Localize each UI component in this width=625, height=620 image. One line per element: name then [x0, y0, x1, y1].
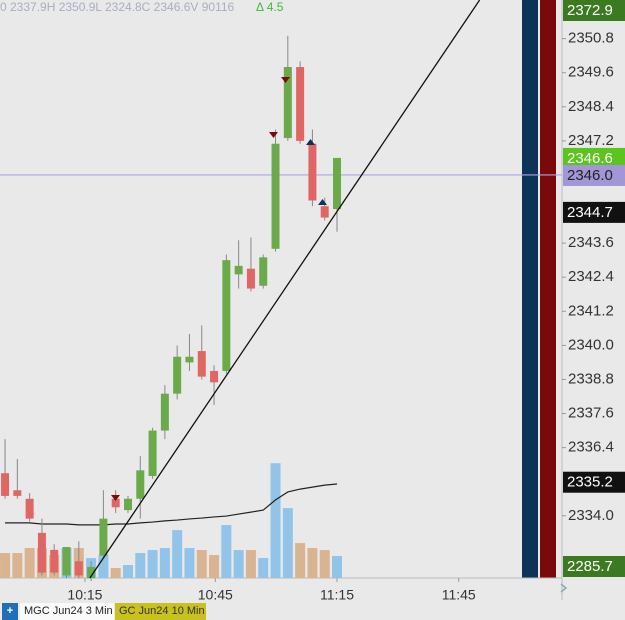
candle-body: [308, 143, 317, 201]
candle-body: [111, 498, 120, 508]
volume-bar: [319, 550, 330, 578]
candle-body: [74, 561, 83, 576]
ohlc-header: 0 2337.9H 2350.9L 2324.8C 2346.6V 90116: [0, 0, 235, 14]
y-tick-label: 2350.8: [568, 30, 614, 47]
volume-bar: [122, 565, 133, 578]
chart: 0 2337.9H 2350.9L 2324.8C 2346.6V 90116 …: [0, 0, 625, 603]
sell-marker: [281, 77, 290, 83]
y-tick-label: 2343.6: [568, 234, 614, 251]
x-tick-label: 11:45: [442, 587, 476, 602]
buy-marker: [306, 139, 315, 145]
volume-bar: [0, 553, 11, 578]
volume-bar: [295, 543, 306, 578]
price-label: 2344.7: [567, 204, 613, 221]
candle-body: [234, 265, 243, 275]
volume-bar: [332, 556, 343, 578]
price-label-box: [563, 201, 625, 223]
trendline: [89, 0, 481, 579]
volume-bar: [147, 550, 158, 578]
price-label-box: [563, 0, 625, 21]
candle-body: [1, 473, 10, 496]
candle-body: [333, 157, 342, 210]
indicator-band: [540, 0, 556, 578]
price-label: 2285.7: [567, 558, 613, 575]
candle-body: [13, 490, 22, 496]
candle-body: [246, 268, 255, 289]
price-label-box: [563, 471, 625, 493]
volume-bar: [233, 550, 244, 578]
sell-marker: [111, 495, 120, 501]
candle-body: [160, 393, 169, 431]
y-tick-label: 2338.8: [568, 370, 614, 387]
price-label: 2335.2: [567, 474, 613, 491]
candle-body: [185, 356, 194, 363]
candle-body: [50, 549, 59, 573]
volume-bar: [135, 553, 146, 578]
y-tick-label: 2349.6: [568, 64, 614, 81]
candle-body: [148, 430, 157, 477]
volume-bar: [245, 550, 256, 578]
volume-bar: [172, 530, 183, 578]
change: Δ 4.5: [256, 0, 284, 14]
volume-bar: [221, 525, 232, 578]
volume-bar: [98, 555, 109, 578]
price-label-box: [563, 147, 625, 169]
scroll-arrow[interactable]: [560, 583, 568, 593]
y-tick-label: 2337.6: [568, 405, 614, 422]
y-tick-label: 2341.2: [568, 302, 614, 319]
chart-tab[interactable]: MGC Jun24 3 Min: [20, 603, 114, 620]
candle-body: [99, 518, 108, 556]
price-label: 2346.0: [567, 167, 613, 184]
x-tick-label: 11:15: [320, 587, 354, 602]
price-label: 2372.9: [567, 2, 613, 19]
sell-marker: [269, 132, 278, 138]
add-tab-button[interactable]: +: [2, 603, 18, 620]
candle-body: [222, 260, 231, 371]
candle-body: [87, 566, 96, 579]
buy-marker: [318, 199, 327, 205]
candle-body: [123, 498, 132, 511]
moving-average: [5, 483, 338, 526]
candle-body: [259, 257, 268, 286]
y-tick-label: 2334.0: [568, 507, 614, 524]
volume-bar: [270, 463, 281, 578]
y-tick-label: 2347.2: [568, 132, 614, 149]
volume-bar: [209, 555, 220, 578]
candle-body: [136, 470, 145, 499]
candle-body: [62, 547, 71, 576]
candle-body: [210, 370, 219, 383]
candle-body: [173, 356, 182, 394]
x-tick-label: 10:15: [67, 587, 102, 602]
candle-body: [283, 67, 292, 139]
candle-body: [25, 498, 34, 519]
volume-bar: [258, 558, 269, 578]
price-label-box: [563, 556, 625, 577]
volume-bar: [24, 548, 35, 578]
indicator-band: [522, 0, 538, 578]
candle-body: [197, 351, 206, 377]
candle-body: [320, 206, 329, 218]
candle-body: [37, 532, 46, 573]
volume-bar: [307, 548, 318, 578]
signal-markers: [111, 77, 327, 501]
volume-bar: [159, 548, 170, 578]
candle-body: [271, 143, 280, 249]
y-tick-label: 2340.0: [568, 336, 614, 353]
volume-bar: [196, 550, 207, 578]
chart-tab[interactable]: GC Jun24 10 Min: [115, 603, 206, 620]
volume-bar: [282, 508, 293, 578]
x-tick-label: 10:45: [198, 587, 233, 602]
y-tick-label: 2348.4: [568, 98, 614, 115]
price-label-box: [563, 164, 625, 186]
candle-body: [296, 67, 305, 141]
volume-bar: [12, 553, 23, 578]
volume-bar: [110, 567, 121, 578]
y-tick-label: 2336.4: [568, 439, 614, 456]
volume-bar: [184, 548, 195, 578]
price-label: 2346.6: [567, 150, 613, 167]
y-tick-label: 2342.4: [568, 268, 614, 285]
